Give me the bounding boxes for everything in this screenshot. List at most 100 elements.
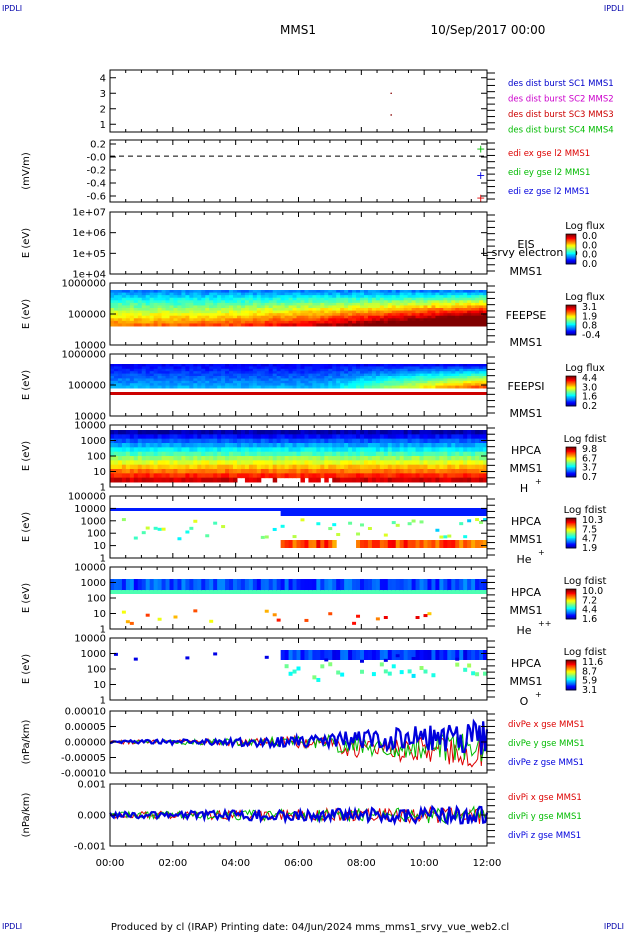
- heatmap-cell: [360, 297, 365, 301]
- heatmap-cell: [113, 469, 119, 474]
- heatmap-cell: [284, 313, 290, 317]
- heatmap-cell: [395, 368, 401, 372]
- heatmap-cell: [415, 650, 421, 660]
- heatmap-cell: [268, 443, 274, 448]
- heatmap-cell: [475, 383, 480, 387]
- heatmap-cell: [113, 652, 118, 656]
- heatmap-cell: [292, 385, 298, 389]
- heatmap-cell: [348, 385, 353, 389]
- heatmap-cell: [121, 430, 127, 435]
- heatmap-cell: [157, 617, 162, 621]
- heatmap-cell: [352, 292, 357, 296]
- heatmap-cell: [252, 320, 258, 324]
- heatmap-cell: [229, 469, 234, 474]
- heatmap-cell: [427, 320, 432, 324]
- heatmap-cell: [169, 305, 174, 309]
- heatmap-cell: [344, 373, 349, 377]
- heatmap-cell: [483, 308, 488, 312]
- colorbar-cell: [566, 394, 576, 397]
- heatmap-cell: [407, 380, 413, 384]
- heatmap-cell: [213, 318, 218, 322]
- heatmap-cell: [367, 318, 373, 322]
- heatmap-cell: [407, 434, 413, 440]
- heatmap-cell: [177, 366, 182, 370]
- heatmap-cell: [177, 320, 182, 324]
- heatmap-cell: [268, 451, 274, 457]
- heatmap-cell: [332, 376, 337, 379]
- heatmap-cell: [133, 579, 139, 591]
- heatmap-cell: [288, 323, 294, 327]
- heatmap-cell: [197, 430, 202, 435]
- heatmap-cell: [296, 666, 301, 671]
- heatmap-cell: [256, 508, 262, 511]
- heatmap-cell: [471, 373, 476, 377]
- heatmap-cell: [360, 308, 365, 312]
- heatmap-cell: [197, 447, 202, 453]
- heatmap-cell: [423, 464, 428, 470]
- heatmap-cell: [383, 460, 389, 466]
- heatmap-cell: [340, 469, 345, 474]
- heatmap-cell: [284, 292, 290, 296]
- heatmap-cell: [443, 473, 448, 479]
- heatmap-cell: [284, 664, 289, 669]
- heatmap-cell: [479, 385, 484, 389]
- heatmap-cell: [439, 305, 444, 309]
- heatmap-cell: [431, 373, 436, 377]
- heatmap-cell: [363, 579, 369, 591]
- heatmap-cell: [316, 451, 321, 457]
- heatmap-cell: [292, 590, 298, 594]
- heatmap-cell: [185, 368, 190, 372]
- heatmap-cell: [244, 364, 250, 367]
- heatmap-cell: [113, 438, 119, 444]
- heatmap-cell: [284, 434, 290, 440]
- heatmap-cell: [415, 434, 421, 440]
- heatmap-cell: [248, 447, 254, 453]
- heatmap-cell: [379, 540, 385, 548]
- heatmap-cell: [157, 368, 163, 372]
- colorbar-cell: [566, 665, 576, 667]
- heatmap-cell: [431, 473, 436, 479]
- heatmap-cell: [173, 364, 178, 367]
- heatmap-cell: [356, 315, 361, 319]
- heatmap-cell: [296, 308, 301, 312]
- heatmap-cell: [352, 464, 357, 470]
- heatmap-p4: [110, 290, 488, 327]
- heatmap-cell: [113, 434, 119, 440]
- heatmap-cell: [110, 290, 115, 294]
- heatmap-cell: [348, 508, 353, 516]
- heatmap-cell: [264, 383, 270, 387]
- heatmap-cell: [236, 366, 242, 370]
- heatmap-cell: [387, 292, 393, 296]
- heatmap-cell: [459, 320, 464, 324]
- heatmap-cell: [375, 617, 380, 621]
- heatmap-cell: [399, 378, 405, 382]
- heatmap-cell: [427, 579, 432, 591]
- heatmap-cell: [125, 308, 131, 312]
- heatmap-cell: [360, 300, 365, 304]
- heatmap-cell: [161, 300, 167, 304]
- heatmap-cell: [483, 447, 488, 453]
- heatmap-cell: [360, 383, 365, 387]
- heatmap-cell: [399, 371, 405, 375]
- heatmap-cell: [439, 385, 444, 389]
- heatmap-cell: [221, 366, 226, 370]
- heatmap-cell: [193, 368, 198, 372]
- heatmap-cell: [399, 451, 405, 457]
- heatmap-cell: [292, 378, 298, 382]
- heatmap-cell: [233, 456, 238, 461]
- heatmap-cell: [483, 518, 487, 522]
- heatmap-cell: [252, 443, 258, 448]
- heatmap-cell: [363, 385, 369, 389]
- heatmap-cell: [304, 579, 309, 591]
- heatmap-cell: [328, 323, 333, 327]
- heatmap-cell: [308, 383, 313, 387]
- y-tick-label: 10: [93, 609, 106, 620]
- heatmap-cell: [375, 451, 381, 457]
- heatmap-cell: [308, 310, 313, 314]
- heatmap-cell: [193, 292, 198, 296]
- heatmap-cell: [455, 392, 460, 395]
- heatmap-cell: [205, 451, 210, 457]
- heatmap-cell: [471, 473, 476, 479]
- heatmap-cell: [367, 579, 373, 591]
- heatmap-cell: [133, 464, 139, 470]
